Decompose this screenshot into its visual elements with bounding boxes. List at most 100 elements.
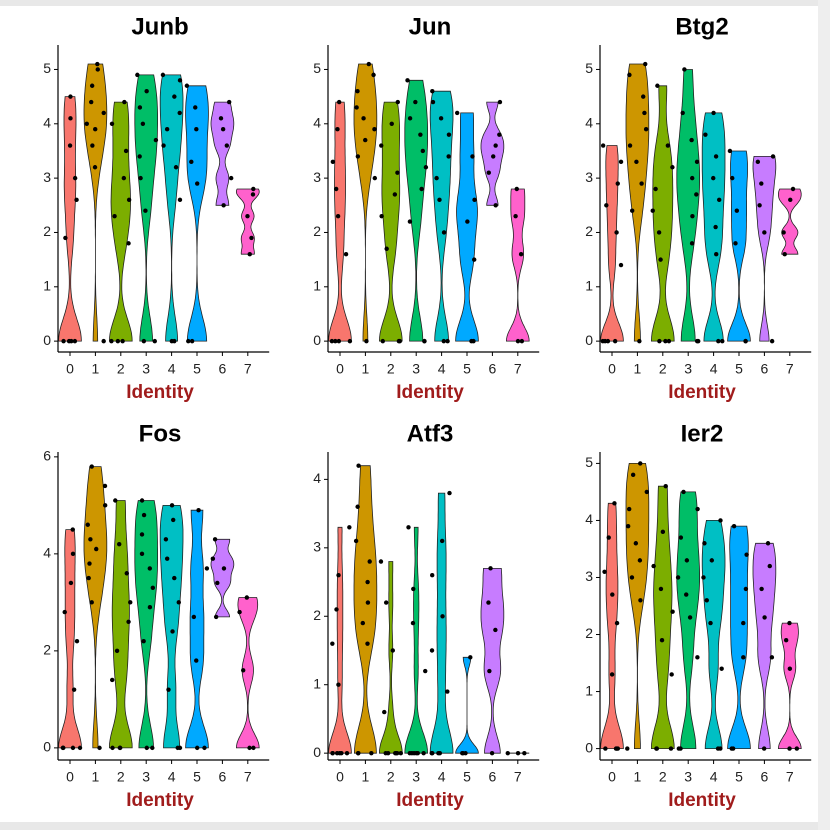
y-tick-label: 2 [313, 223, 321, 239]
data-point [681, 489, 686, 495]
data-point [446, 132, 452, 137]
data-point [689, 241, 695, 246]
data-point [708, 620, 713, 626]
data-point [718, 518, 723, 523]
violin [752, 156, 777, 342]
x-tick-label: 6 [219, 361, 227, 377]
data-point [660, 529, 666, 535]
data-point [663, 338, 668, 344]
data-point [210, 556, 216, 561]
data-point [241, 668, 246, 673]
data-point [329, 338, 335, 344]
violin [600, 145, 624, 342]
data-point [383, 750, 388, 756]
data-point [389, 121, 394, 126]
data-point [696, 338, 701, 344]
data-point [472, 257, 477, 262]
data-point [783, 638, 789, 643]
data-point [744, 552, 749, 557]
data-point [137, 105, 143, 110]
y-tick-label: 3 [313, 169, 321, 185]
data-point [354, 105, 359, 110]
violin [134, 74, 158, 342]
data-point [334, 750, 340, 756]
data-point [74, 638, 80, 644]
x-tick-label: 1 [92, 361, 100, 377]
data-point [109, 338, 114, 344]
data-point [94, 546, 99, 552]
data-point [171, 517, 176, 523]
data-point [85, 522, 90, 527]
violin [429, 492, 454, 754]
data-point [734, 208, 740, 213]
data-point [177, 197, 183, 203]
data-point [440, 614, 445, 619]
x-tick-label: 7 [786, 361, 794, 377]
violin [159, 74, 184, 342]
y-tick-label: 0 [585, 332, 593, 348]
data-point [177, 110, 182, 116]
data-point [89, 83, 95, 88]
data-point [68, 580, 74, 586]
data-point [170, 629, 175, 634]
data-point [422, 338, 427, 344]
data-point [124, 571, 129, 576]
data-point [600, 143, 606, 148]
x-tick-label: 0 [608, 769, 616, 785]
data-point [245, 213, 250, 219]
data-point [644, 489, 649, 495]
x-tick-label: 2 [387, 769, 395, 785]
data-point [411, 586, 416, 592]
data-point [122, 99, 127, 105]
data-point [421, 750, 426, 756]
x-tick-label: 0 [66, 769, 74, 785]
data-point [454, 110, 460, 116]
data-point [430, 573, 435, 578]
data-point [497, 99, 503, 105]
x-tick-label: 2 [387, 361, 395, 377]
data-point [711, 175, 716, 181]
data-point [218, 116, 224, 121]
x-tick-label: 4 [438, 361, 446, 377]
data-point [247, 745, 252, 751]
data-point [654, 746, 659, 751]
data-point [336, 338, 342, 344]
data-point [690, 175, 695, 181]
data-point [470, 154, 475, 159]
x-tick-label: 2 [117, 769, 125, 785]
data-point [110, 745, 115, 751]
x-tick-label: 3 [412, 769, 420, 785]
data-point [72, 338, 78, 344]
x-tick-label: 3 [412, 361, 420, 377]
data-point [515, 338, 521, 344]
data-point [193, 105, 198, 110]
data-point [228, 175, 234, 181]
data-point [704, 598, 709, 603]
data-point [191, 614, 197, 620]
data-point [430, 750, 435, 756]
y-tick-label: 4 [313, 470, 321, 486]
data-point [730, 175, 735, 181]
data-point [141, 638, 146, 644]
data-point [731, 523, 737, 529]
data-point [491, 154, 496, 159]
data-point [678, 535, 684, 540]
data-point [343, 251, 349, 257]
data-point [643, 61, 648, 67]
data-point [643, 127, 649, 132]
x-axis-label: Identity [396, 382, 464, 403]
data-point [765, 541, 771, 546]
data-point [670, 609, 675, 614]
data-point [413, 99, 418, 105]
data-point [382, 709, 387, 715]
data-point [682, 67, 687, 72]
x-tick-label: 7 [244, 361, 252, 377]
data-point [195, 181, 200, 186]
data-point [486, 600, 491, 605]
data-point [615, 181, 620, 186]
data-point [650, 208, 655, 213]
data-point [213, 614, 219, 620]
data-point [363, 137, 368, 143]
data-point [226, 99, 232, 105]
data-point [690, 213, 695, 219]
